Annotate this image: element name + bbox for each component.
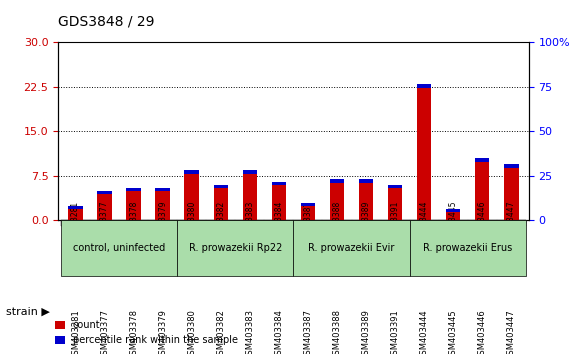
Bar bbox=[185, 170, 199, 173]
Text: control, uninfected: control, uninfected bbox=[73, 243, 165, 253]
Bar bbox=[243, 170, 257, 173]
Bar bbox=[98, 191, 112, 221]
Text: GSM403378: GSM403378 bbox=[129, 200, 138, 247]
Text: GSM403383: GSM403383 bbox=[245, 309, 254, 354]
Legend: count, percentile rank within the sample: count, percentile rank within the sample bbox=[51, 316, 242, 349]
Text: GSM403391: GSM403391 bbox=[390, 200, 400, 247]
Bar bbox=[90, 221, 119, 227]
Text: GSM403377: GSM403377 bbox=[100, 200, 109, 247]
Bar bbox=[301, 203, 315, 206]
Bar bbox=[301, 203, 315, 221]
Text: GSM403382: GSM403382 bbox=[216, 200, 225, 247]
Bar bbox=[475, 158, 490, 162]
Bar bbox=[359, 179, 374, 183]
Bar bbox=[119, 221, 148, 227]
Bar bbox=[322, 221, 352, 227]
Text: GSM403384: GSM403384 bbox=[274, 200, 284, 247]
Text: GSM403388: GSM403388 bbox=[332, 309, 342, 354]
Bar bbox=[475, 158, 490, 221]
Text: GSM403380: GSM403380 bbox=[187, 309, 196, 354]
Text: GSM403446: GSM403446 bbox=[478, 200, 487, 247]
Text: GSM403383: GSM403383 bbox=[245, 200, 254, 247]
Text: GDS3848 / 29: GDS3848 / 29 bbox=[58, 14, 155, 28]
Text: GSM403445: GSM403445 bbox=[449, 309, 458, 354]
Text: R. prowazekii Evir: R. prowazekii Evir bbox=[309, 243, 394, 253]
Text: GSM403281: GSM403281 bbox=[71, 309, 80, 354]
Text: GSM403445: GSM403445 bbox=[449, 200, 458, 247]
Text: GSM403379: GSM403379 bbox=[158, 309, 167, 354]
Text: GSM403387: GSM403387 bbox=[303, 200, 313, 247]
Bar bbox=[235, 221, 264, 227]
Bar bbox=[148, 221, 177, 227]
Bar bbox=[272, 182, 286, 185]
Bar bbox=[330, 179, 344, 221]
Bar bbox=[177, 221, 293, 276]
Bar bbox=[243, 170, 257, 221]
Bar bbox=[446, 209, 460, 221]
Text: GSM403382: GSM403382 bbox=[216, 309, 225, 354]
Bar bbox=[214, 185, 228, 221]
Bar bbox=[272, 182, 286, 221]
Text: strain ▶: strain ▶ bbox=[6, 307, 50, 316]
Text: GSM403389: GSM403389 bbox=[361, 200, 371, 247]
Bar bbox=[410, 221, 439, 227]
Bar bbox=[381, 221, 410, 227]
Text: GSM403446: GSM403446 bbox=[478, 309, 487, 354]
Bar bbox=[293, 221, 322, 227]
Bar bbox=[410, 221, 526, 276]
Bar bbox=[468, 221, 497, 227]
Bar bbox=[156, 188, 170, 221]
Bar bbox=[177, 221, 206, 227]
Bar bbox=[388, 185, 402, 188]
Bar bbox=[417, 84, 431, 221]
Text: GSM403388: GSM403388 bbox=[332, 200, 342, 247]
Text: GSM403377: GSM403377 bbox=[100, 309, 109, 354]
Bar bbox=[69, 206, 83, 209]
Text: GSM403447: GSM403447 bbox=[507, 309, 516, 354]
Bar bbox=[185, 170, 199, 221]
Bar bbox=[293, 221, 410, 276]
Bar bbox=[127, 188, 141, 192]
Bar bbox=[497, 221, 526, 227]
Text: GSM403281: GSM403281 bbox=[71, 200, 80, 246]
Bar bbox=[206, 221, 235, 227]
Text: R. prowazekii Erus: R. prowazekii Erus bbox=[423, 243, 512, 253]
Bar bbox=[98, 191, 112, 194]
Text: GSM403447: GSM403447 bbox=[507, 200, 516, 247]
Text: GSM403380: GSM403380 bbox=[187, 200, 196, 247]
Bar bbox=[61, 221, 177, 276]
Bar bbox=[69, 206, 83, 221]
Text: GSM403389: GSM403389 bbox=[361, 309, 371, 354]
Text: GSM403378: GSM403378 bbox=[129, 309, 138, 354]
Bar bbox=[352, 221, 381, 227]
Text: GSM403379: GSM403379 bbox=[158, 200, 167, 247]
Bar bbox=[388, 185, 402, 221]
Bar bbox=[264, 221, 293, 227]
Bar bbox=[359, 179, 374, 221]
Text: GSM403384: GSM403384 bbox=[274, 309, 284, 354]
Text: GSM403444: GSM403444 bbox=[419, 309, 429, 354]
Bar bbox=[156, 188, 170, 192]
Text: GSM403387: GSM403387 bbox=[303, 309, 313, 354]
Text: GSM403391: GSM403391 bbox=[390, 309, 400, 354]
Text: R. prowazekii Rp22: R. prowazekii Rp22 bbox=[189, 243, 282, 253]
Bar bbox=[127, 188, 141, 221]
Text: GSM403444: GSM403444 bbox=[419, 200, 429, 247]
Bar bbox=[61, 221, 90, 227]
Bar bbox=[439, 221, 468, 227]
Bar bbox=[446, 209, 460, 212]
Bar bbox=[504, 164, 519, 168]
Bar bbox=[330, 179, 344, 183]
Bar bbox=[504, 164, 519, 221]
Bar bbox=[214, 185, 228, 188]
Bar bbox=[417, 84, 431, 87]
